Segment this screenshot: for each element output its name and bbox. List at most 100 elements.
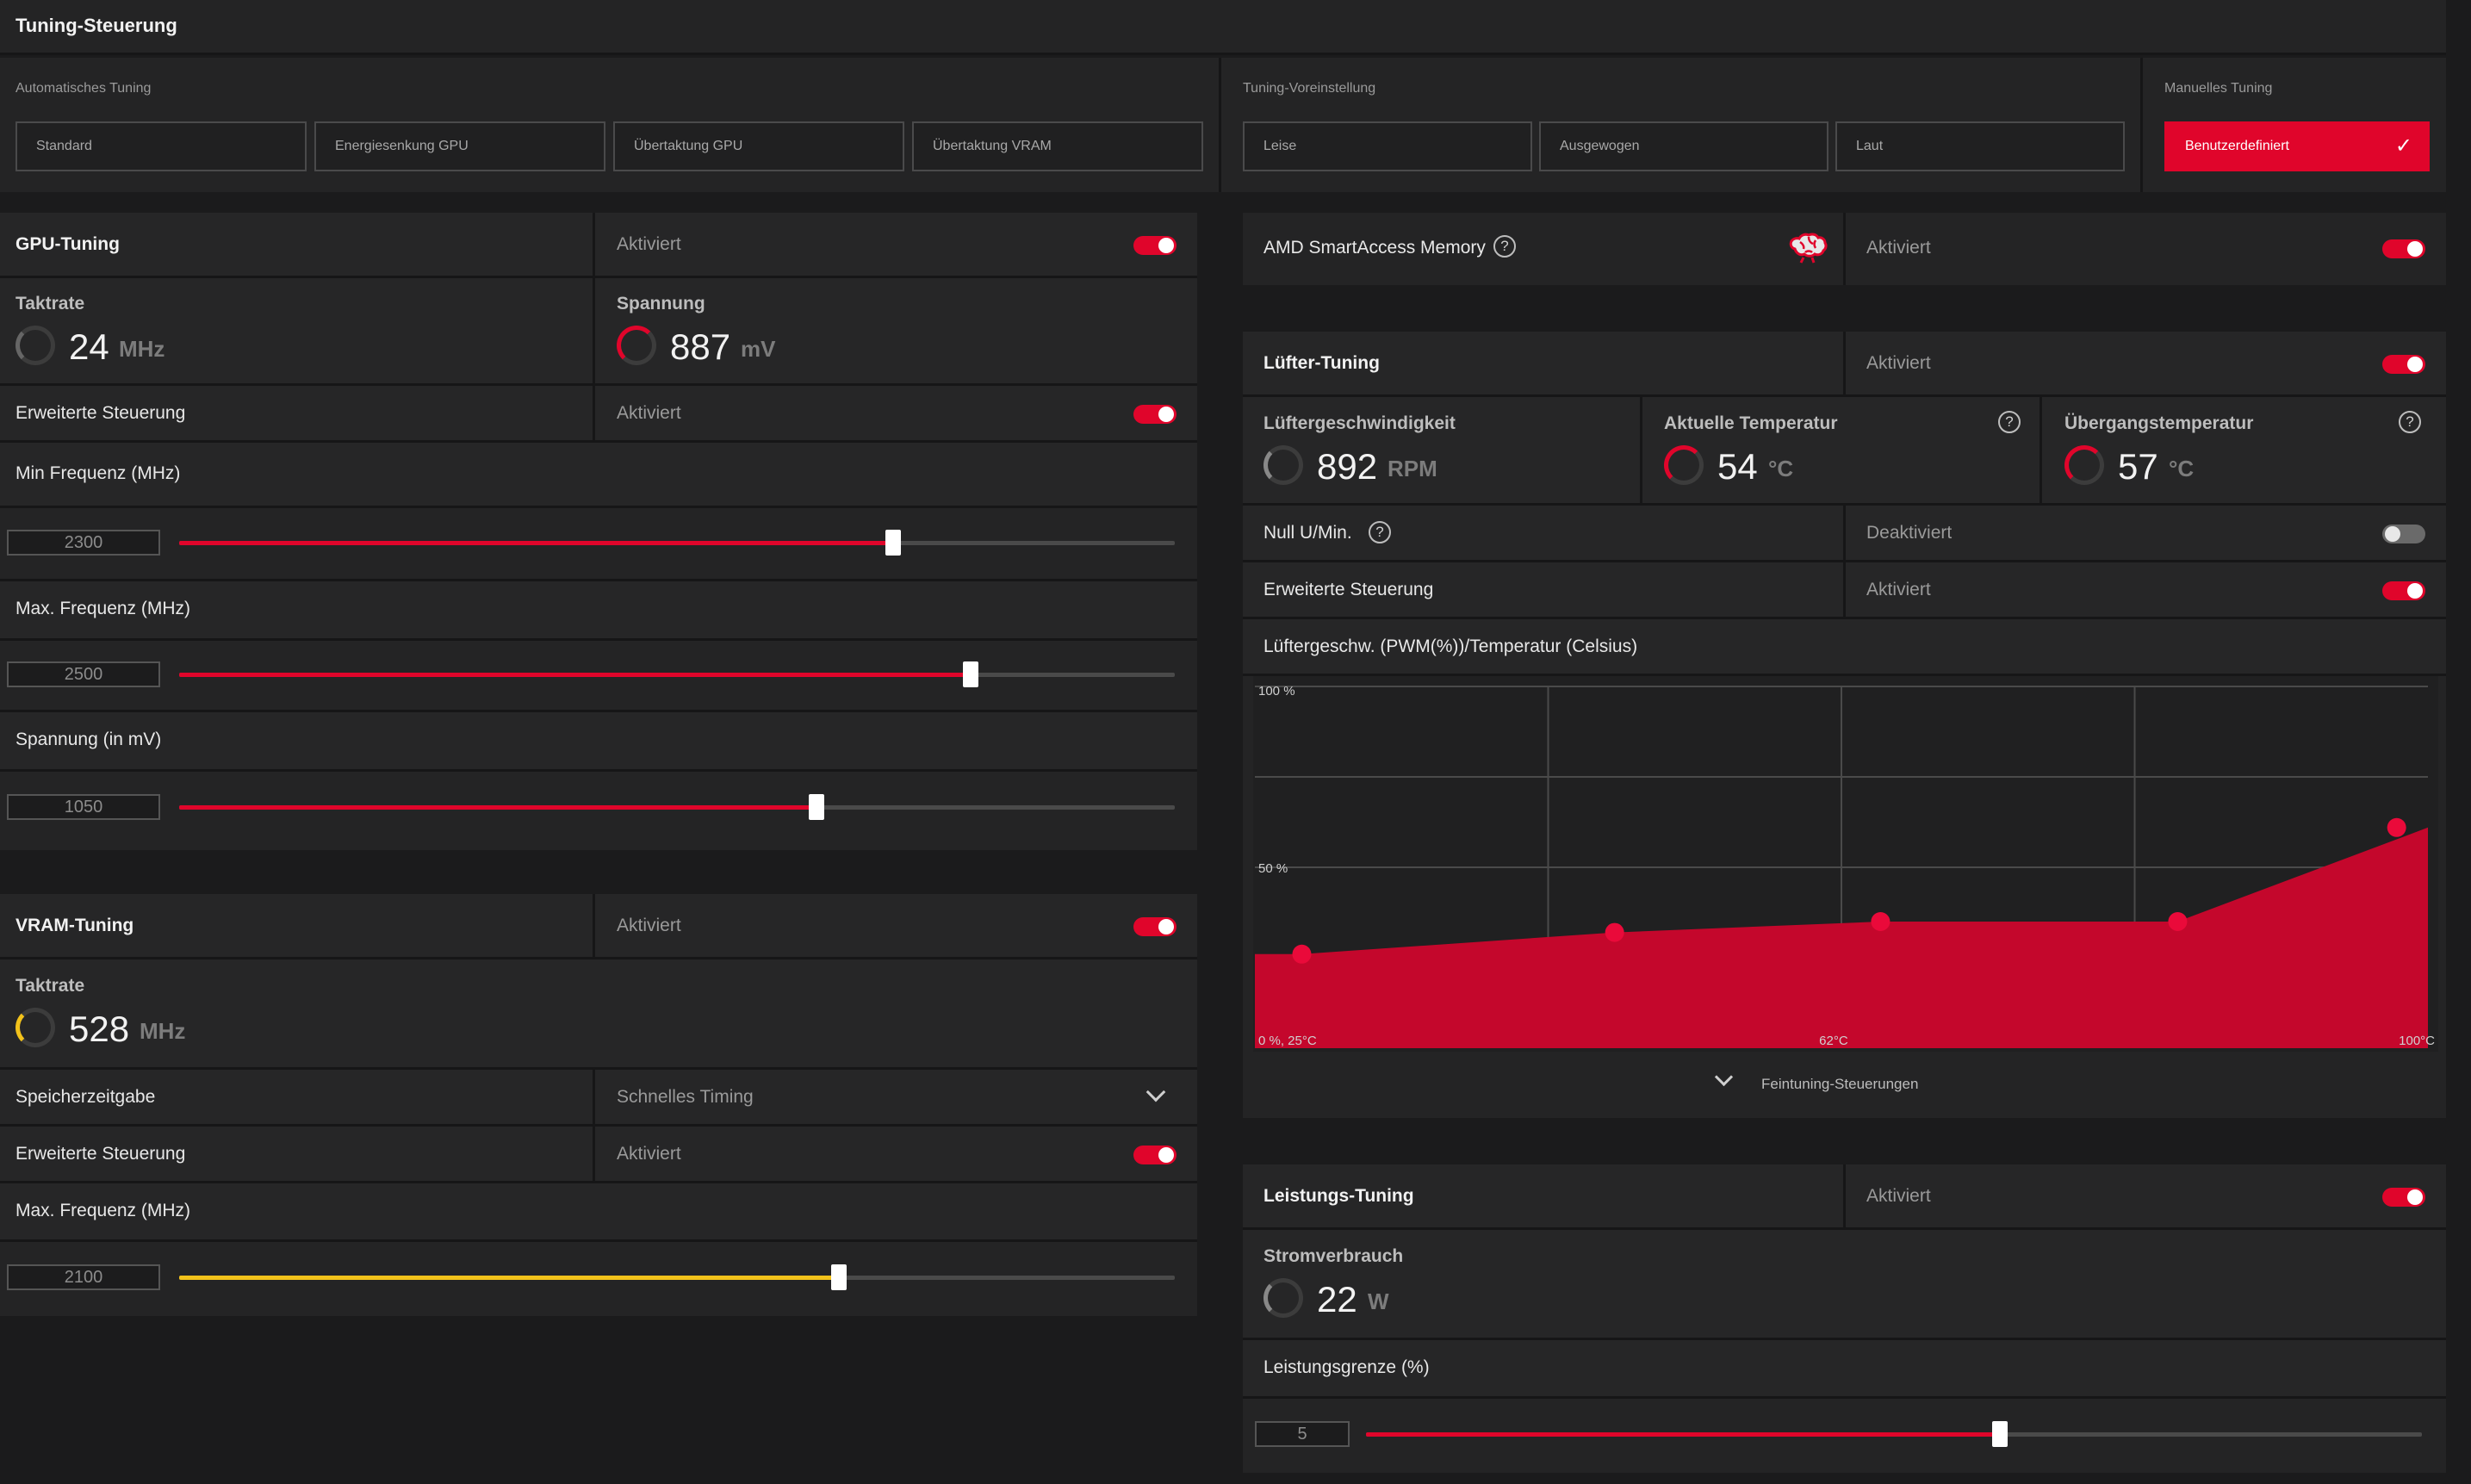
fan-junction-gauge-icon <box>2064 445 2104 485</box>
fan-advanced-row: Erweiterte Steuerung Aktiviert <box>1243 562 2446 619</box>
vram-timing-dropdown[interactable]: Schnelles Timing <box>617 1087 754 1107</box>
fan-tuning-toggle[interactable] <box>2382 355 2425 374</box>
auto-tuning-header: Automatisches Tuning <box>16 81 152 96</box>
slider-fill <box>1366 1432 2000 1437</box>
fan-zero-rpm-toggle[interactable] <box>2382 525 2425 543</box>
vram-tuning-header-row: VRAM-Tuning Aktiviert <box>0 894 1197 959</box>
help-icon[interactable]: ? <box>1998 411 2021 433</box>
column-divider <box>593 213 595 276</box>
fan-speed-unit: RPM <box>1388 456 1437 481</box>
slider-thumb[interactable] <box>808 794 824 820</box>
preset-loud-button[interactable]: Laut <box>1835 121 2125 171</box>
power-limit-input[interactable]: 5 <box>1255 1421 1350 1447</box>
gpu-advanced-label: Erweiterte Steuerung <box>16 403 186 423</box>
fan-tuning-title: Lüfter-Tuning <box>1263 353 1380 373</box>
preset-divider <box>1219 58 1221 192</box>
xtick-label: 100°C <box>2399 1034 2435 1048</box>
fan-zero-rpm-row: Null U/Min. ? Deaktiviert <box>1243 506 2446 562</box>
slider-thumb[interactable] <box>885 530 901 556</box>
column-divider <box>593 1127 595 1181</box>
slider-thumb[interactable] <box>963 661 979 687</box>
help-icon[interactable]: ? <box>2399 411 2421 433</box>
power-limit-label: Leistungsgrenze (%) <box>1263 1357 1430 1377</box>
fan-curve-chart[interactable]: 100 % 50 % 0 %, 25°C 62°C 100°C <box>1253 676 2438 1052</box>
slider-thumb[interactable] <box>831 1264 847 1290</box>
gpu-voltage-value: 887 <box>670 326 731 367</box>
gpu-max-freq-label: Max. Frequenz (MHz) <box>16 599 191 618</box>
vram-max-freq-slider-row: 2100 <box>0 1242 1197 1316</box>
sam-status: Aktiviert <box>1866 238 1931 258</box>
column-divider <box>593 1070 595 1124</box>
vram-clock-gauge-icon <box>16 1008 55 1047</box>
fan-speed-gauge-icon <box>1263 445 1303 485</box>
vram-advanced-status: Aktiviert <box>617 1144 681 1164</box>
column-divider <box>1843 332 1846 394</box>
slider-thumb[interactable] <box>1991 1421 2008 1447</box>
sam-toggle[interactable] <box>2382 239 2425 258</box>
preset-overclock-gpu-button[interactable]: Übertaktung GPU <box>613 121 904 171</box>
gpu-min-freq-label: Min Frequenz (MHz) <box>16 463 181 483</box>
fan-curve-label-row: Lüftergeschw. (PWM(%))/Temperatur (Celsi… <box>1243 619 2446 676</box>
vram-max-freq-input[interactable]: 2100 <box>7 1264 160 1290</box>
fan-curve-point[interactable] <box>2387 817 2406 837</box>
power-limit-label-row: Leistungsgrenze (%) <box>1243 1340 2446 1399</box>
vram-tuning-toggle[interactable] <box>1133 917 1177 936</box>
gpu-max-freq-input[interactable]: 2500 <box>7 661 160 687</box>
column-divider <box>1843 562 1846 617</box>
gpu-min-freq-slider[interactable] <box>179 530 1175 556</box>
gpu-tuning-header-row: GPU-Tuning Aktiviert <box>0 213 1197 278</box>
gpu-volt-input[interactable]: 1050 <box>7 794 160 820</box>
column-divider <box>593 278 595 383</box>
column-divider <box>1843 213 1846 285</box>
xtick-label: 0 %, 25°C <box>1258 1034 1317 1048</box>
preset-balanced-button[interactable]: Ausgewogen <box>1539 121 1828 171</box>
gpu-max-freq-slider[interactable] <box>179 661 1175 687</box>
column-divider <box>1640 397 1642 503</box>
power-tuning-status: Aktiviert <box>1866 1186 1931 1206</box>
vram-max-freq-slider[interactable] <box>179 1264 1175 1290</box>
fine-tune-toggle[interactable]: Feintuning-Steuerungen <box>1243 1052 2446 1118</box>
fan-curve-svg[interactable]: 100 % 50 % 0 %, 25°C 62°C 100°C <box>1253 676 2438 1052</box>
preset-standard-button[interactable]: Standard <box>16 121 307 171</box>
power-limit-slider[interactable] <box>1366 1421 2422 1447</box>
vram-tuning-panel: VRAM-Tuning Aktiviert Taktrate 528 MHz S… <box>0 894 1197 1316</box>
vram-clock-unit: MHz <box>140 1018 186 1044</box>
vram-tuning-title: VRAM-Tuning <box>16 916 134 935</box>
fan-curve-point[interactable] <box>2168 912 2188 931</box>
fan-curve-point[interactable] <box>1605 922 1624 942</box>
gpu-advanced-toggle[interactable] <box>1133 405 1177 424</box>
fan-junction-unit: °C <box>2169 456 2195 481</box>
vram-clock-label: Taktrate <box>16 976 85 996</box>
fan-temp-gauge-icon <box>1664 445 1704 485</box>
preset-divider <box>2140 58 2143 192</box>
gpu-min-freq-slider-row: 2300 <box>0 508 1197 579</box>
help-icon[interactable]: ? <box>1369 521 1391 543</box>
gpu-min-freq-input[interactable]: 2300 <box>7 530 160 556</box>
preset-quiet-button[interactable]: Leise <box>1243 121 1532 171</box>
gpu-clock-label: Taktrate <box>16 294 85 314</box>
sam-label: AMD SmartAccess Memory <box>1263 238 1486 258</box>
fan-junction-label: Übergangstemperatur <box>2064 413 2254 433</box>
gpu-voltage-label: Spannung <box>617 294 705 314</box>
vram-advanced-toggle[interactable] <box>1133 1146 1177 1164</box>
brain-icon <box>1789 233 1828 264</box>
power-draw-label: Stromverbrauch <box>1263 1246 1404 1266</box>
help-icon[interactable]: ? <box>1493 235 1516 258</box>
fan-advanced-toggle[interactable] <box>2382 581 2425 600</box>
ytick-label: 50 % <box>1258 861 1288 876</box>
gpu-volt-slider[interactable] <box>179 794 1175 820</box>
power-limit-slider-row: 5 <box>1243 1399 2446 1473</box>
preset-custom-button[interactable]: Benutzerdefiniert ✓ <box>2164 121 2430 171</box>
slider-fill <box>179 673 972 677</box>
fan-curve-point[interactable] <box>1871 912 1891 931</box>
preset-undervolt-gpu-button[interactable]: Energiesenkung GPU <box>314 121 605 171</box>
gpu-voltage-gauge-icon <box>617 326 656 365</box>
preset-overclock-vram-button[interactable]: Übertaktung VRAM <box>912 121 1203 171</box>
gpu-tuning-toggle[interactable] <box>1133 236 1177 255</box>
fan-curve-point[interactable] <box>1292 944 1312 964</box>
manual-tuning-header: Manuelles Tuning <box>2164 81 2273 96</box>
chevron-down-icon[interactable] <box>1145 1082 1166 1102</box>
page-title: Tuning-Steuerung <box>16 15 177 36</box>
power-tuning-toggle[interactable] <box>2382 1188 2425 1207</box>
gpu-tuning-status: Aktiviert <box>617 234 681 254</box>
